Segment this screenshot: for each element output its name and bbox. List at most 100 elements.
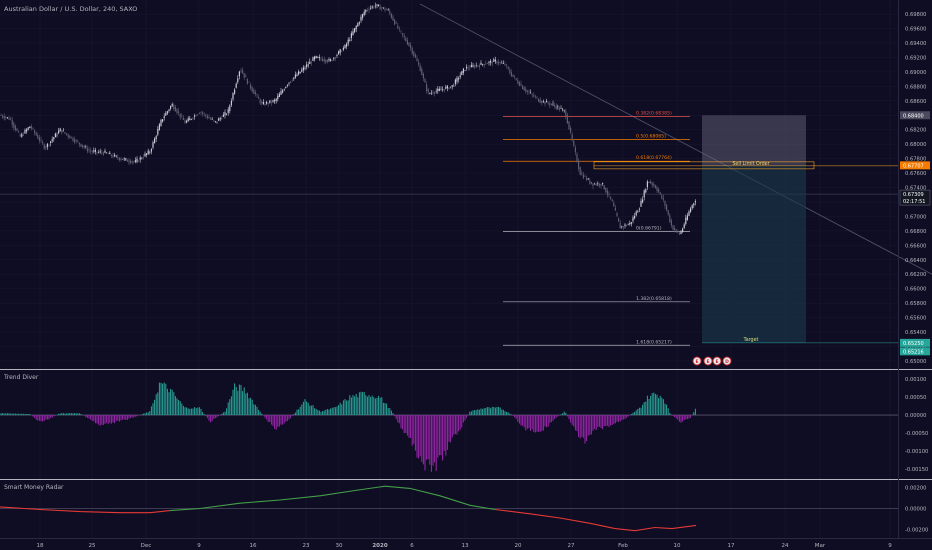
candle-body: [653, 184, 655, 186]
candle-body: [306, 64, 308, 68]
candle-body: [109, 152, 111, 155]
candle-body: [190, 118, 192, 120]
candle-body: [200, 112, 202, 113]
event-marker-label: D: [725, 359, 729, 365]
candle-body: [520, 83, 522, 86]
candle-body: [494, 59, 496, 62]
candle-body: [11, 119, 13, 125]
candle-body: [662, 198, 664, 200]
sell-limit-order-box[interactable]: [593, 161, 815, 170]
price-tag[interactable]: [900, 338, 930, 347]
price-tick-label: 0.67400: [905, 186, 926, 192]
target-zone[interactable]: [702, 165, 806, 343]
price-axis[interactable]: 0.69800 0.69600 0.69400 0.69200 0.69000 0.688…: [899, 12, 931, 534]
candle-body: [504, 64, 506, 66]
candle-body: [299, 71, 301, 74]
trendline[interactable]: [419, 3, 932, 275]
candle-body: [691, 205, 693, 209]
candle-body: [253, 89, 255, 94]
candle-body: [613, 202, 615, 207]
candle-body: [230, 100, 232, 106]
candle-body: [638, 208, 640, 210]
candle-body: [248, 81, 250, 83]
candle-body: [654, 185, 656, 189]
price-tag[interactable]: [900, 161, 930, 170]
time-tick-label: 27: [568, 543, 575, 549]
candle-body: [672, 225, 674, 230]
candle-body: [259, 99, 261, 104]
price-tag[interactable]: [900, 347, 930, 356]
candle-body: [539, 99, 541, 103]
candle-body: [45, 146, 47, 149]
candle-body: [432, 92, 434, 94]
candle-body: [133, 161, 135, 163]
price-tag[interactable]: [900, 111, 930, 120]
fibonacci-levels[interactable]: 0.382(0.68385) 0.5(0.68065) 0.618(0.67764)…: [503, 110, 690, 346]
candle-body: [477, 65, 479, 67]
candle-body: [523, 87, 525, 91]
candle-body: [171, 104, 173, 107]
candle-body: [682, 228, 684, 232]
candle-body: [594, 183, 596, 185]
candle-body: [629, 222, 631, 225]
time-tick-label: Dec: [141, 543, 152, 549]
candle-body: [301, 69, 303, 72]
candle-body: [666, 205, 668, 211]
candle-body: [368, 9, 370, 11]
candle-body: [488, 61, 490, 63]
smart-money-radar-title[interactable]: Smart Money Radar: [4, 484, 64, 491]
candle-body: [173, 104, 175, 110]
smart-money-radar-pane[interactable]: Smart Money Radar: [0, 484, 898, 532]
candle-body: [78, 142, 80, 145]
trendline-segment[interactable]: [419, 3, 932, 275]
candle-body: [448, 87, 450, 90]
candle-body: [291, 80, 293, 82]
candle-body: [632, 217, 634, 222]
candle-body: [376, 4, 378, 6]
candle-body: [106, 152, 108, 154]
candle-body: [195, 115, 197, 117]
trend-diver-title[interactable]: Trend Diver: [3, 374, 39, 381]
candle-body: [678, 232, 680, 235]
candle-body: [411, 47, 413, 54]
event-marker[interactable]: [703, 356, 713, 366]
candle-body: [323, 59, 325, 62]
short-position-tool[interactable]: Sell Limit Order Target: [593, 115, 898, 344]
candle-body: [683, 224, 685, 228]
candle-body: [525, 89, 527, 92]
trend-diver-pane[interactable]: Trend Diver: [0, 374, 898, 472]
candle-body: [568, 121, 570, 130]
price-tag-label: 0.65250: [903, 341, 924, 347]
candle-body: [34, 130, 36, 133]
candle-body: [48, 144, 50, 146]
symbol-title[interactable]: Australian Dollar / U.S. Dollar, 240, SA…: [4, 5, 137, 13]
candle-body: [198, 113, 200, 114]
candle-body: [221, 118, 223, 119]
candle-body: [344, 44, 346, 49]
time-axis[interactable]: 18 25 Dec 9 16 23 30 2020 6 13 20 27 Feb 10 17 24 Mar 9: [37, 543, 893, 549]
candle-body: [211, 119, 213, 120]
candle-body: [336, 54, 338, 56]
event-marker[interactable]: [692, 356, 702, 366]
candle-body: [402, 33, 404, 35]
event-marker[interactable]: [722, 356, 732, 366]
candle-body: [621, 226, 623, 228]
candle-body: [61, 129, 63, 133]
last-price-tag[interactable]: [899, 189, 931, 206]
candle-body: [98, 151, 100, 153]
indicator-tick-label: 0.00200: [905, 485, 926, 491]
price-tick-label: 0.66400: [905, 258, 926, 264]
candle-body: [214, 121, 216, 122]
event-marker[interactable]: [712, 356, 722, 366]
candle-body: [235, 83, 237, 88]
candle-body: [0, 115, 2, 116]
candle-body: [501, 62, 503, 64]
indicator-tick-label: 0.00050: [905, 395, 926, 401]
time-tick-label: 17: [728, 543, 735, 549]
candle-body: [272, 100, 274, 102]
stop-loss-zone[interactable]: [702, 115, 806, 166]
price-pane[interactable]: 0.382(0.68385) 0.5(0.68065) 0.618(0.67764)…: [0, 2, 932, 366]
candle-body: [125, 158, 127, 160]
